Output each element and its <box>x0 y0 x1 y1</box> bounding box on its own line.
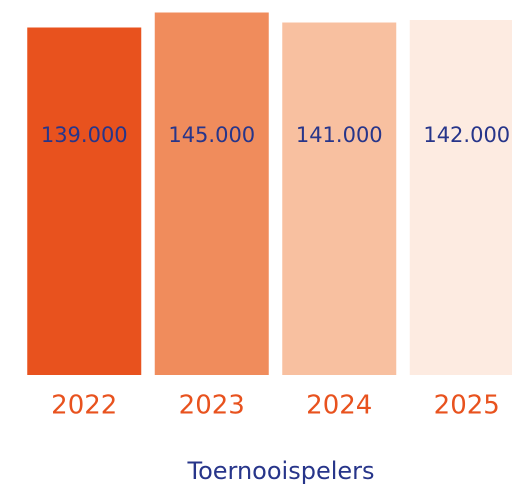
x-tick-label: 2025 <box>434 391 500 421</box>
value-label: 142.000 <box>423 123 510 147</box>
bar <box>27 27 142 375</box>
x-tick-label: 2023 <box>179 391 245 421</box>
value-label: 139.000 <box>41 123 128 147</box>
x-tick-label: 2022 <box>51 391 117 421</box>
value-label: 145.000 <box>168 123 255 147</box>
x-axis-label: Toernooispelers <box>186 457 374 485</box>
bar <box>154 12 269 375</box>
x-tick-label: 2024 <box>306 391 372 421</box>
bar <box>282 22 397 375</box>
value-label: 141.000 <box>296 123 383 147</box>
bar <box>409 20 512 375</box>
